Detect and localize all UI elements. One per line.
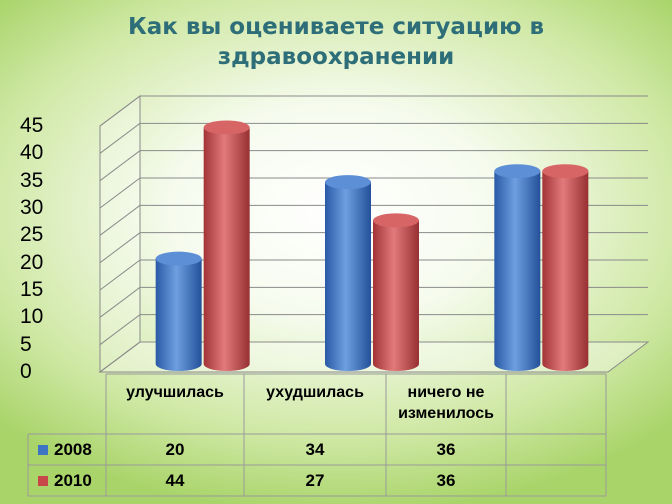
category-label-line: улучшилась (126, 384, 224, 401)
legend-label-2008: 2008 (54, 439, 92, 459)
gridline-side (99, 204, 141, 236)
y-tick-label: 30 (20, 196, 44, 219)
bar-body (542, 171, 589, 372)
bars-layer (155, 120, 589, 372)
legend-key-2010 (38, 475, 48, 486)
data-label-2010-0: 44 (165, 470, 185, 490)
bar-top (155, 251, 202, 266)
gridline-side (99, 341, 141, 373)
y-tick-label: 25 (20, 223, 44, 247)
bar-2010-1 (373, 213, 419, 371)
category-label-line: ничего не (407, 384, 485, 401)
legend-label-2010: 2010 (54, 470, 92, 490)
bar-body (373, 220, 419, 371)
bar-body (155, 258, 202, 371)
data-label-2010-2: 36 (436, 470, 456, 490)
data-table (27, 373, 607, 497)
gridline-side (99, 259, 141, 291)
bar-body (325, 182, 371, 371)
chart-title-line-1: Как вы оцениваете ситуацию в (127, 14, 545, 40)
bar-body (203, 127, 250, 372)
y-tick-label: 20 (20, 250, 44, 274)
legend-key-2008 (38, 444, 48, 455)
data-label-2008-1: 34 (305, 439, 325, 459)
y-tick-label: 45 (20, 114, 44, 137)
bar-2008-0 (155, 251, 202, 371)
y-tick-label: 15 (20, 278, 44, 301)
bar-top (203, 120, 250, 135)
bar-2010-2 (542, 164, 589, 372)
bar-body (494, 171, 541, 372)
gridline-side (99, 122, 141, 154)
bar-top (494, 164, 541, 179)
y-tick-label: 10 (20, 305, 44, 329)
category-label-line: изменилось (398, 405, 494, 422)
side-wall (99, 95, 141, 373)
chart-title-line-2: здравоохранении (217, 44, 455, 70)
bar-top (542, 164, 589, 179)
y-tick-label: 35 (20, 168, 44, 192)
gridline-side (99, 314, 141, 346)
gridline-side (99, 95, 141, 127)
category-label: улучшилась (105, 382, 245, 403)
category-label: ухудшилась (245, 382, 385, 403)
gridline-side (99, 177, 141, 209)
bar-top (373, 213, 419, 228)
y-tick-label: 40 (20, 141, 44, 165)
bar-2010-0 (203, 120, 250, 372)
bar-top (325, 175, 371, 190)
data-label-2008-0: 20 (165, 439, 185, 459)
gridline-side (99, 232, 141, 264)
y-tick-label: 5 (20, 332, 32, 356)
data-label-2008-2: 36 (436, 439, 456, 459)
bar-2008-2 (494, 164, 541, 372)
category-label: ничего не изменилось (376, 382, 516, 424)
gridline-side (99, 150, 141, 182)
bar-2008-1 (325, 175, 371, 371)
gridline-side (99, 286, 141, 318)
category-label-line: ухудшилась (266, 384, 364, 401)
y-tick-label: 0 (20, 360, 32, 383)
data-label-2010-1: 27 (305, 470, 325, 490)
